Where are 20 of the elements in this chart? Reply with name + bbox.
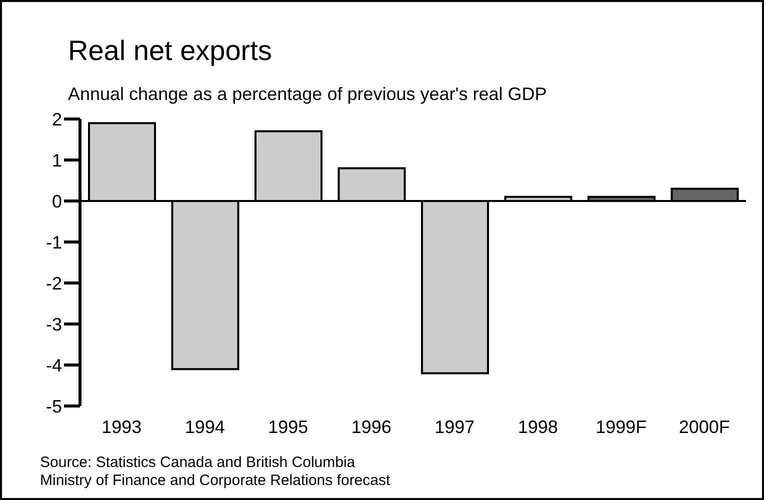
x-tick-label: 1995 (268, 416, 308, 437)
x-tick-label: 1994 (184, 416, 225, 437)
y-tick-label: -1 (46, 232, 62, 252)
x-tick-label: 1997 (434, 416, 475, 437)
x-tick-label: 1998 (518, 416, 558, 437)
x-tick-label: 2000F (678, 416, 730, 437)
text: Ministry of Finance and Corporate Relations forecast (40, 472, 390, 489)
x-tick-label: 1996 (351, 416, 392, 437)
source-note: Source: Statistics Canada and British Columbia (40, 454, 356, 471)
y-tick-label: -4 (46, 355, 62, 376)
y-tick-label: 2 (52, 109, 62, 130)
x-tick-label: 1993 (102, 416, 142, 437)
y-tick-label: 1 (52, 150, 62, 170)
y-tick-label: -5 (46, 396, 62, 416)
y-tick-label: -2 (46, 273, 62, 294)
y-tick-label: 0 (52, 191, 62, 212)
y-tick-label: -3 (46, 314, 62, 334)
chart-title: Real net exports (68, 35, 272, 67)
chart-subtitle: Annual change as a percentage of previous year's real GDP (68, 84, 547, 105)
x-tick-label: 1999F (596, 416, 647, 437)
